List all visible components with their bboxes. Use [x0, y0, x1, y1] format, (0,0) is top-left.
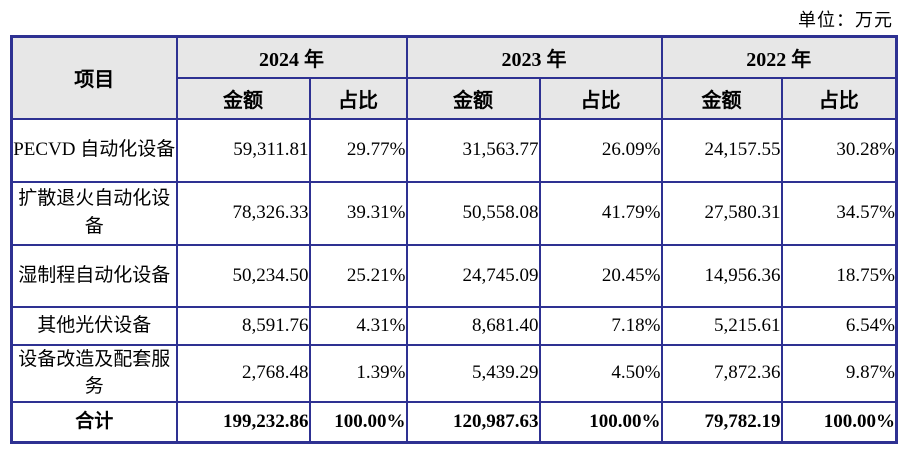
column-header-amount-2024: 金额: [175, 76, 311, 120]
unit-label: 单位：万元: [798, 10, 893, 30]
amount-2023: 24,745.09: [405, 243, 541, 308]
ratio-2023: 41.79%: [538, 180, 663, 246]
ratio-2024: 39.31%: [308, 180, 408, 246]
row-label: 合计: [10, 400, 178, 444]
ratio-2024: 25.21%: [308, 243, 408, 308]
ratio-2022: 9.87%: [780, 343, 898, 403]
ratio-2024: 100.00%: [308, 400, 408, 444]
table-row-diffusion: 扩散退火自动化设备 78,326.33 39.31% 50,558.08 41.…: [10, 180, 898, 246]
ratio-2022: 30.28%: [780, 117, 898, 183]
column-header-year-2024: 2024 年: [175, 35, 408, 79]
column-header-ratio-2022: 占比: [780, 76, 898, 120]
ratio-2023: 20.45%: [538, 243, 663, 308]
amount-2023: 8,681.40: [405, 305, 541, 346]
amount-2022: 14,956.36: [660, 243, 783, 308]
column-header-year-2023: 2023 年: [405, 35, 663, 79]
row-label: PECVD 自动化设备: [10, 117, 178, 183]
ratio-2022: 100.00%: [780, 400, 898, 444]
column-header-year-2022: 2022 年: [660, 35, 898, 79]
row-label: 设备改造及配套服务: [10, 343, 178, 403]
amount-2022: 79,782.19: [660, 400, 783, 444]
amount-2023: 31,563.77: [405, 117, 541, 183]
header-row-metrics: 金额 占比 金额 占比 金额 占比: [12, 76, 898, 120]
amount-2024: 78,326.33: [175, 180, 311, 246]
ratio-2024: 4.31%: [308, 305, 408, 346]
amount-2024: 59,311.81: [175, 117, 311, 183]
row-label: 扩散退火自动化设备: [10, 180, 178, 246]
revenue-breakdown-table: 项目 2024 年 2023 年 2022 年 金额 占比 金额 占比 金额 占…: [10, 35, 898, 445]
amount-2024: 199,232.86: [175, 400, 311, 444]
amount-2022: 5,215.61: [660, 305, 783, 346]
table-row-pecvd: PECVD 自动化设备 59,311.81 29.77% 31,563.77 2…: [10, 117, 898, 183]
ratio-2023: 26.09%: [538, 117, 663, 183]
ratio-2023: 100.00%: [538, 400, 663, 444]
table-row-total: 合计 199,232.86 100.00% 120,987.63 100.00%…: [10, 400, 898, 444]
amount-2022: 27,580.31: [660, 180, 783, 246]
amount-2024: 2,768.48: [175, 343, 311, 403]
column-header-ratio-2024: 占比: [308, 76, 408, 120]
ratio-2024: 1.39%: [308, 343, 408, 403]
ratio-2022: 34.57%: [780, 180, 898, 246]
table-row-retrofit-service: 设备改造及配套服务 2,768.48 1.39% 5,439.29 4.50% …: [10, 343, 898, 403]
row-label: 湿制程自动化设备: [10, 243, 178, 308]
column-header-amount-2022: 金额: [660, 76, 783, 120]
ratio-2023: 7.18%: [538, 305, 663, 346]
amount-2024: 50,234.50: [175, 243, 311, 308]
table-row-wet-process: 湿制程自动化设备 50,234.50 25.21% 24,745.09 20.4…: [10, 243, 898, 308]
amount-2022: 7,872.36: [660, 343, 783, 403]
amount-2023: 50,558.08: [405, 180, 541, 246]
row-label: 其他光伏设备: [10, 305, 178, 346]
amount-2023: 120,987.63: [405, 400, 541, 444]
column-header-project: 项目: [10, 35, 178, 120]
amount-2024: 8,591.76: [175, 305, 311, 346]
column-header-amount-2023: 金额: [405, 76, 541, 120]
table-row-other-pv: 其他光伏设备 8,591.76 4.31% 8,681.40 7.18% 5,2…: [10, 305, 898, 346]
header-row-years: 项目 2024 年 2023 年 2022 年: [10, 35, 898, 120]
amount-2022: 24,157.55: [660, 117, 783, 183]
ratio-2022: 18.75%: [780, 243, 898, 308]
ratio-2024: 29.77%: [308, 117, 408, 183]
ratio-2023: 4.50%: [538, 343, 663, 403]
ratio-2022: 6.54%: [780, 305, 898, 346]
column-header-ratio-2023: 占比: [538, 76, 663, 120]
amount-2023: 5,439.29: [405, 343, 541, 403]
